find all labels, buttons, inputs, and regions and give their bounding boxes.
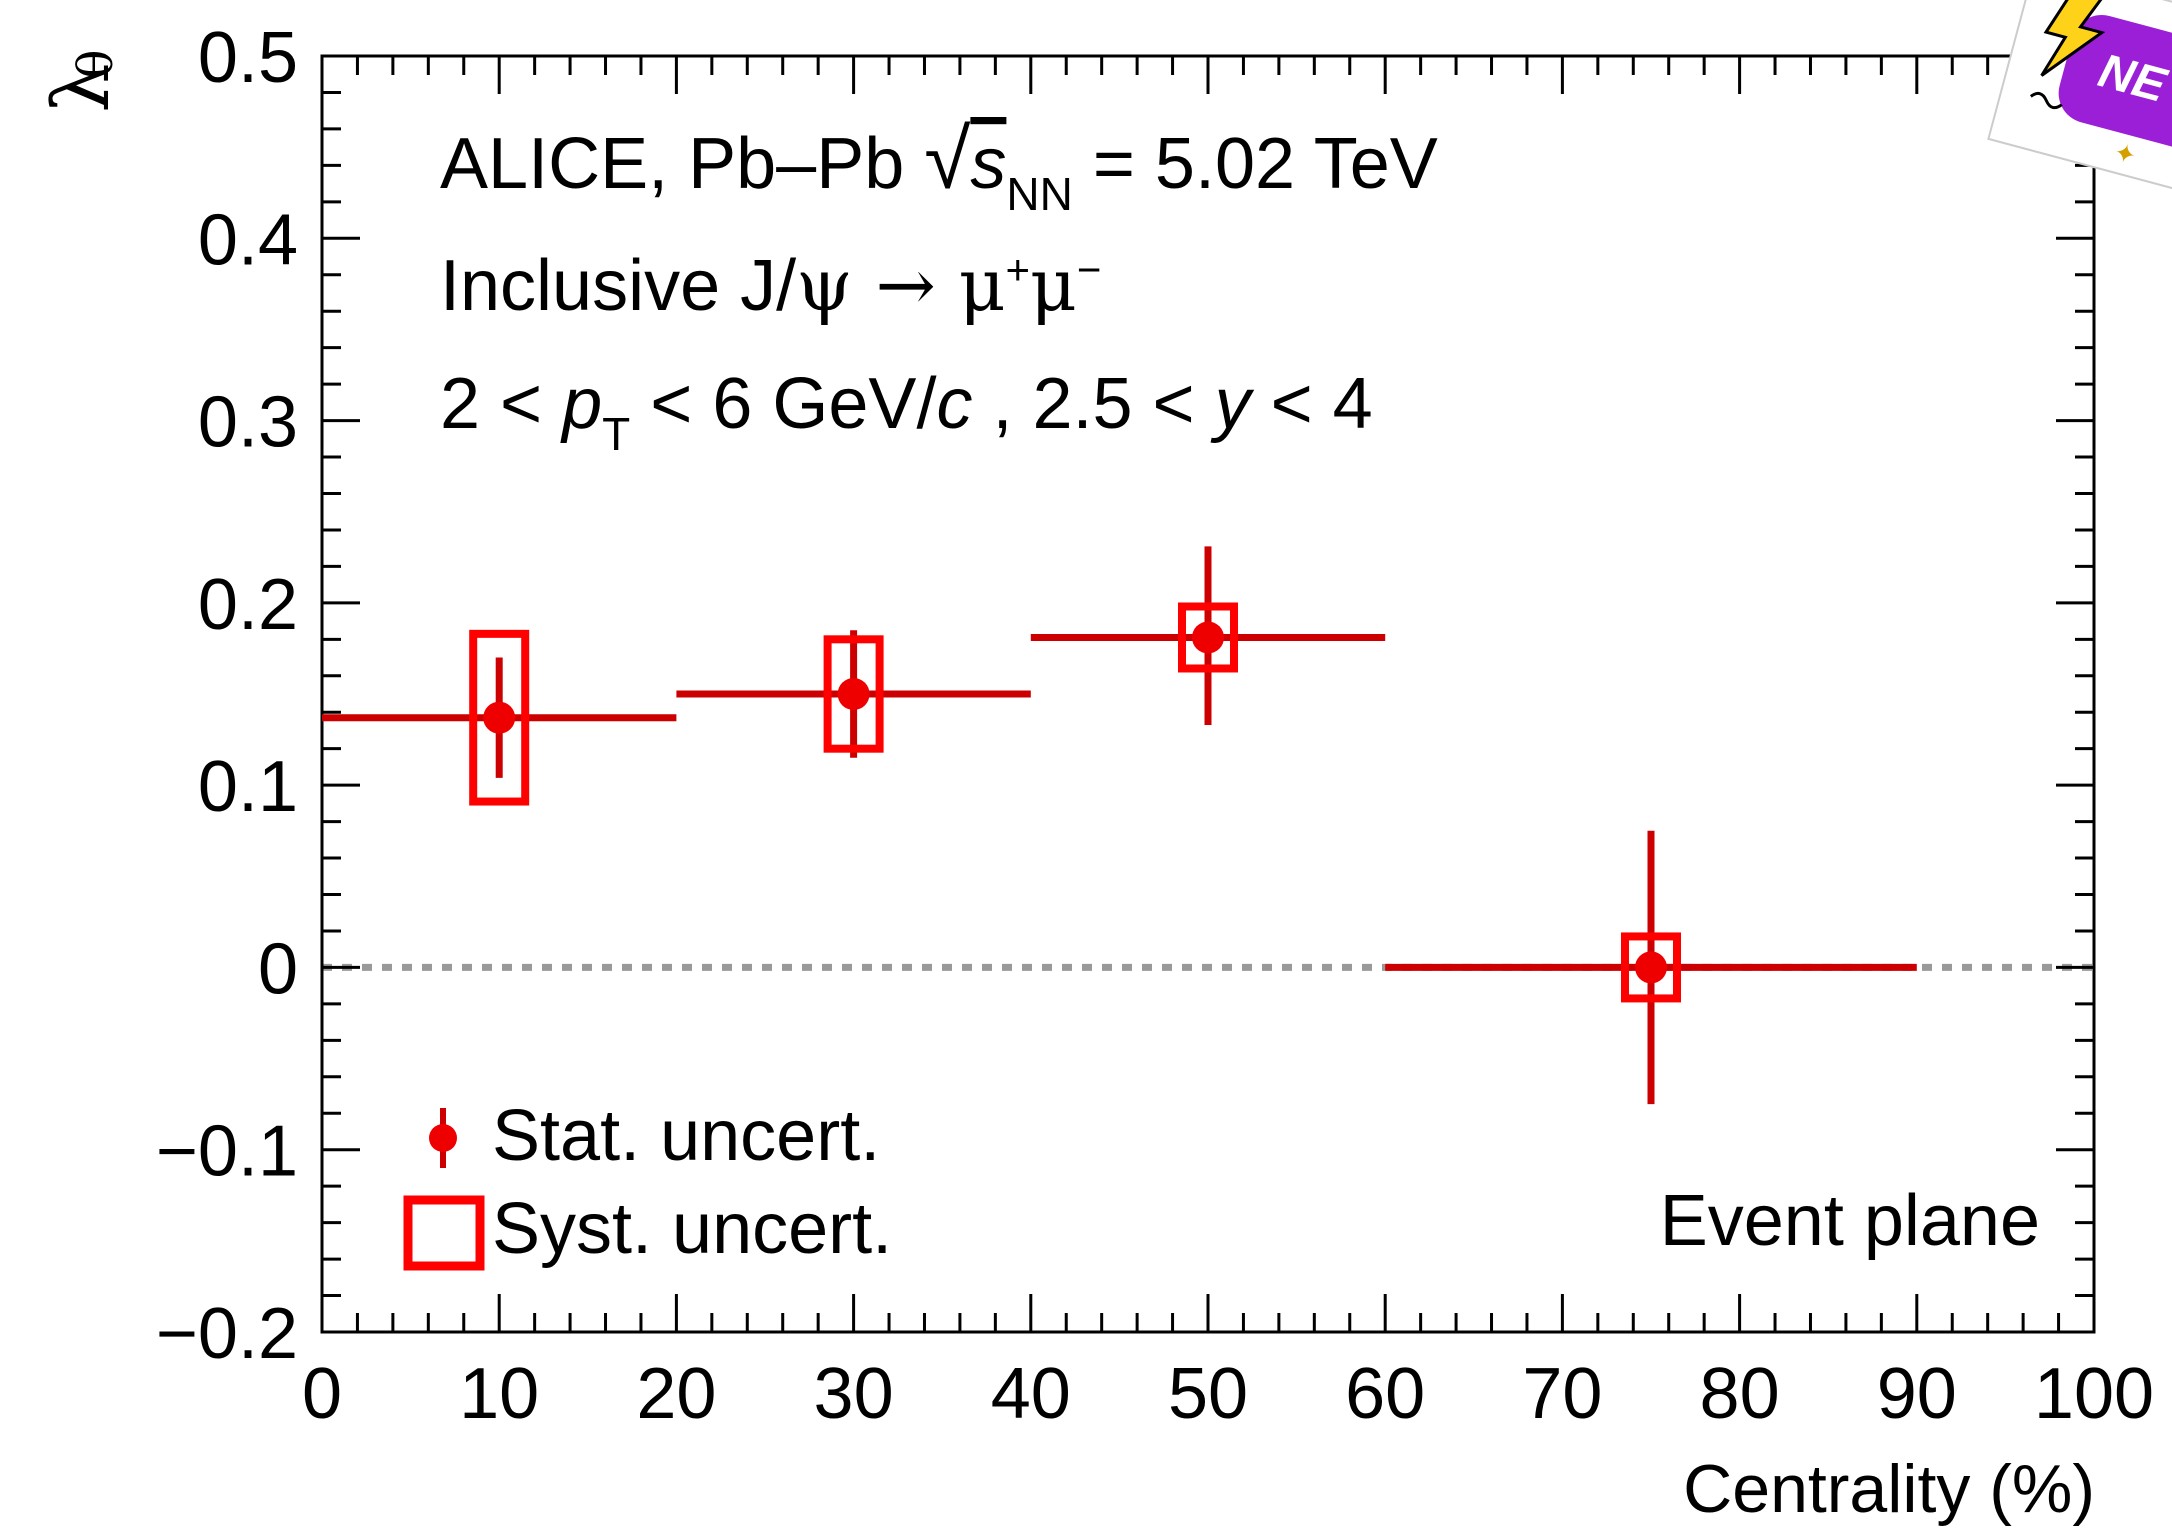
annotation-line3-e: < 4 — [1251, 364, 1373, 444]
lightning-icon — [2040, 0, 2108, 77]
legend: Stat. uncert. Syst. uncert. — [403, 1096, 892, 1271]
x-tick-label: 0 — [302, 1354, 342, 1434]
y-axis-label-subscript: θ — [68, 50, 124, 79]
squiggle-icon — [2029, 91, 2063, 110]
annotation-kinematic-range: 2 < pT < 6 GeV/c , 2.5 < y < 4 — [440, 364, 1373, 460]
x-axis-label: Centrality (%) — [1683, 1451, 2095, 1527]
annotation-line2-psi: ψ — [796, 243, 852, 327]
x-tick-label: 70 — [1522, 1354, 1602, 1434]
x-tick-label: 80 — [1700, 1354, 1780, 1434]
axes: 0 10 20 30 40 50 60 70 80 90 100 −0.2 −0.1 0 0.1 0.2 0.3… — [156, 18, 2154, 1434]
annotation-line1-energy: = 5.02 TeV — [1073, 124, 1438, 204]
x-tick-label: 20 — [636, 1354, 716, 1434]
x-tick-label: 90 — [1877, 1354, 1957, 1434]
annotation-line1-text: ALICE, Pb–Pb — [440, 124, 924, 204]
annotation-line2-plus: + — [1006, 246, 1031, 293]
x-tick-label: 100 — [2034, 1354, 2154, 1434]
data-point — [483, 701, 516, 734]
annotation-line3-a: 2 < — [440, 364, 562, 444]
x-tick-label: 10 — [459, 1354, 539, 1434]
x-tick-label: 50 — [1168, 1354, 1248, 1434]
annotation-decay-channel: Inclusive J/ψ → μ+μ− — [440, 243, 1101, 327]
annotation-line1-s: s — [970, 124, 1006, 204]
y-tick-label: 0.5 — [198, 18, 298, 98]
annotation-collision-system: ALICE, Pb–Pb √sNN = 5.02 TeV — [440, 112, 1438, 220]
data-point — [1192, 621, 1224, 654]
annotation-line3-d: , 2.5 < — [972, 364, 1214, 444]
annotation-line2-arrow: → — [853, 243, 959, 327]
new-badge: NE ✦ — [1987, 0, 2172, 198]
annotation-line2-mu1: μ — [959, 243, 1006, 327]
data-point — [837, 678, 870, 710]
annotation-line3-T: T — [602, 408, 630, 460]
x-tick-label: 60 — [1345, 1354, 1425, 1434]
y-tick-label: 0.2 — [198, 565, 298, 645]
annotation-line3-p: p — [560, 364, 602, 444]
annotation-line3-c: c — [936, 364, 972, 444]
annotation-line2-mu2: μ — [1030, 243, 1077, 327]
y-axis-label: λ — [37, 63, 127, 112]
data-marks — [322, 546, 1917, 1105]
x-tick-label: 40 — [991, 1354, 1071, 1434]
new-badge-band — [2058, 14, 2172, 155]
annotation-line2-text: Inclusive J/ — [440, 246, 796, 326]
annotation-method: Event plane — [1660, 1181, 2040, 1261]
annotation-line1-nn: NN — [1006, 168, 1072, 220]
annotation-line2-minus: − — [1077, 246, 1102, 293]
legend-syst-label: Syst. uncert. — [492, 1189, 892, 1269]
legend-stat-marker — [429, 1124, 457, 1152]
syst-uncertainty-box — [469, 629, 530, 806]
y-tick-label: 0.3 — [198, 383, 298, 463]
sqrt-symbol: √ — [924, 112, 971, 206]
legend-stat-label: Stat. uncert. — [492, 1096, 880, 1176]
annotation-line3-y: y — [1210, 364, 1255, 444]
y-tick-label: −0.1 — [156, 1112, 298, 1192]
annotation-line3-b: < 6 GeV/ — [630, 364, 936, 444]
legend-syst-box — [403, 1195, 485, 1271]
syst-uncertainty-box — [1178, 602, 1238, 673]
y-tick-label: 0.1 — [198, 747, 298, 827]
syst-uncertainty-box — [823, 635, 884, 753]
data-point — [1635, 951, 1667, 984]
x-tick-label: 30 — [814, 1354, 894, 1434]
syst-uncertainty-box — [1621, 932, 1681, 1003]
y-tick-label: 0 — [258, 929, 298, 1009]
y-tick-label: 0.4 — [198, 200, 298, 280]
y-tick-label: −0.2 — [156, 1294, 298, 1374]
